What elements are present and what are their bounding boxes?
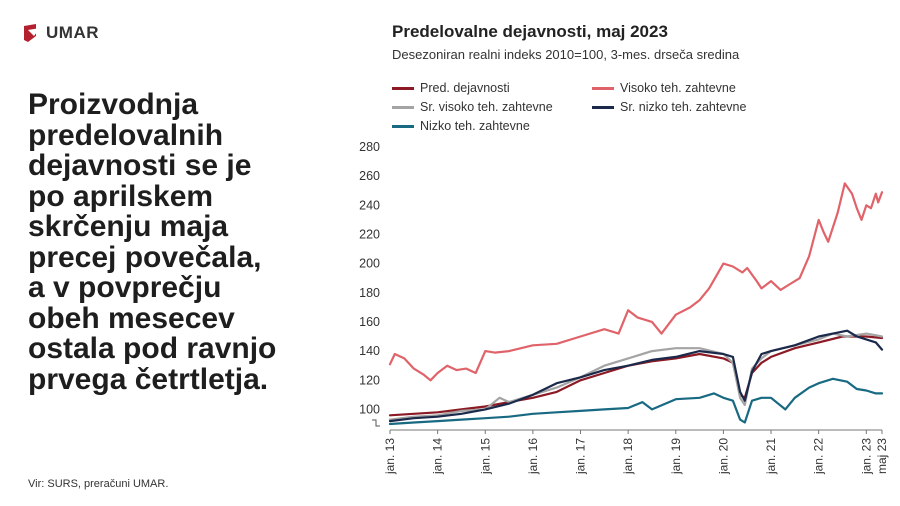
chart-subtitle: Desezoniran realni indeks 2010=100, 3-me…	[392, 47, 740, 62]
headline-line: po aprilskem	[28, 179, 214, 213]
legend-item-nizko: Nizko teh. zahtevne	[392, 118, 530, 134]
headline-line: Proizvodnja	[28, 88, 199, 121]
headline-line: obeh mesecev	[28, 301, 235, 335]
legend-swatch	[592, 105, 614, 109]
x-tick-label: maj 23	[875, 438, 889, 474]
y-tick-label: 220	[359, 227, 380, 241]
legend-swatch	[392, 86, 414, 90]
legend-item-visoko: Visoko teh. zahtevne	[592, 80, 736, 96]
x-tick-label: jan. 20	[716, 438, 730, 475]
y-tick-label: 280	[359, 140, 380, 154]
y-tick-label: 180	[359, 286, 380, 300]
y-tick-label: 200	[359, 257, 380, 271]
y-tick-label: 240	[359, 198, 380, 212]
series-line	[388, 332, 884, 421]
y-tick-label: 100	[359, 402, 380, 416]
x-tick-label: jan. 21	[764, 438, 778, 475]
umar-logo-text: UMAR	[46, 23, 99, 42]
legend-item-sr-nizko: Sr. nizko teh. zahtevne	[592, 99, 746, 115]
series-line	[388, 329, 884, 423]
headline-line: predelovalnih	[28, 118, 224, 152]
legend-label: Visoko teh. zahtevne	[620, 81, 736, 95]
legend-label: Pred. dejavnosti	[420, 81, 510, 95]
x-tick-label: jan. 13	[383, 438, 397, 475]
legend-label: Sr. nizko teh. zahtevne	[620, 100, 747, 114]
axis-break-mark	[372, 419, 380, 427]
x-tick-label: jan. 15	[478, 438, 492, 475]
series-line	[388, 377, 884, 426]
chart-title: Predelovalne dejavnosti, maj 2023	[392, 22, 668, 41]
x-tick-label: jan. 16	[526, 438, 540, 475]
y-tick-label: 160	[359, 315, 380, 329]
headline-line: a v povprečju	[28, 271, 222, 304]
y-tick-label: 140	[359, 344, 380, 358]
source-note: Vir: SURS, preračuni UMAR.	[28, 478, 169, 490]
headline-line: precej povečala,	[28, 240, 262, 274]
x-tick-label: jan. 22	[812, 438, 826, 475]
legend-label: Nizko teh. zahtevne	[420, 119, 530, 133]
legend-label: Sr. visoko teh. zahtevne	[420, 100, 553, 114]
series-line	[388, 182, 884, 382]
umar-logo: UMAR	[22, 22, 99, 44]
x-tick-label: jan. 17	[574, 438, 588, 475]
x-tick-label: jan. 19	[669, 438, 683, 475]
y-tick-label: 260	[359, 169, 380, 183]
x-tick-label: jan. 18	[621, 438, 635, 475]
headline: Proizvodnja predelovalnih dejavnosti se …	[28, 88, 348, 396]
headline-line: ostala pod ravnjo	[28, 332, 277, 365]
x-tick-label: jan. 14	[431, 438, 445, 475]
legend-item-sr-visoko: Sr. visoko teh. zahtevne	[392, 99, 553, 115]
y-tick-label: 120	[359, 373, 380, 387]
legend-item-pred: Pred. dejavnosti	[392, 80, 510, 96]
umar-logo-icon	[24, 24, 40, 42]
legend-swatch	[592, 86, 614, 90]
legend-swatch	[392, 124, 414, 128]
legend-swatch	[392, 105, 414, 109]
series-line	[388, 335, 884, 417]
x-tick-label: jan. 23	[859, 438, 873, 475]
headline-line: prvega četrtletja.	[28, 362, 269, 396]
headline-line: skrčenju maja	[28, 210, 229, 243]
headline-line: dejavnosti se je	[28, 149, 252, 182]
